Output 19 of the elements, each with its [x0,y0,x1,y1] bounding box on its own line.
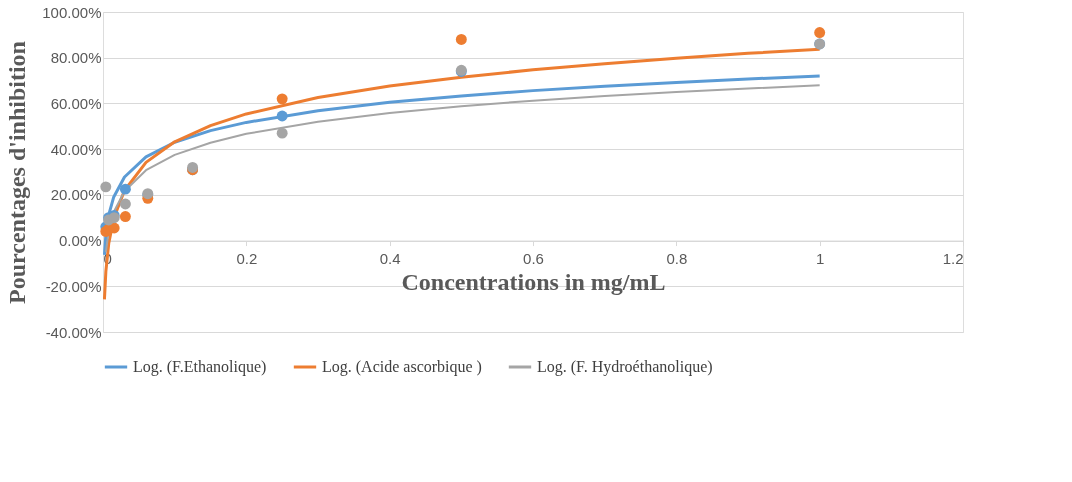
x-tick-label: 0.6 [523,250,544,268]
y-tick-label: 20.00% [50,186,102,204]
y-tick-label: 100.00% [42,3,102,21]
y-tick-label: 40.00% [50,140,102,158]
y-tick-label: -20.00% [45,277,102,295]
legend-label: Log. (F.Ethanolique) [133,358,267,376]
x-tick-label: 0.2 [236,250,258,268]
x-tick-label: 1 [815,250,825,268]
x-tick-label: 0.8 [666,250,688,268]
x-axis-title: Concentrations in mg/mL [401,269,666,296]
y-tick-label: 0.00% [58,232,102,250]
legend-label: Log. (Acide ascorbique ) [322,358,482,376]
x-tick-label: 1.2 [942,250,964,268]
y-tick-label: 60.00% [50,94,102,112]
y-tick-label: 80.00% [50,49,102,67]
y-tick-label: -40.00% [45,323,102,341]
legend-label: Log. (F. Hydroéthanolique) [537,358,713,376]
y-axis-title: Pourcentages d'inhibition [4,41,31,304]
x-tick-label: 0.4 [379,250,401,268]
